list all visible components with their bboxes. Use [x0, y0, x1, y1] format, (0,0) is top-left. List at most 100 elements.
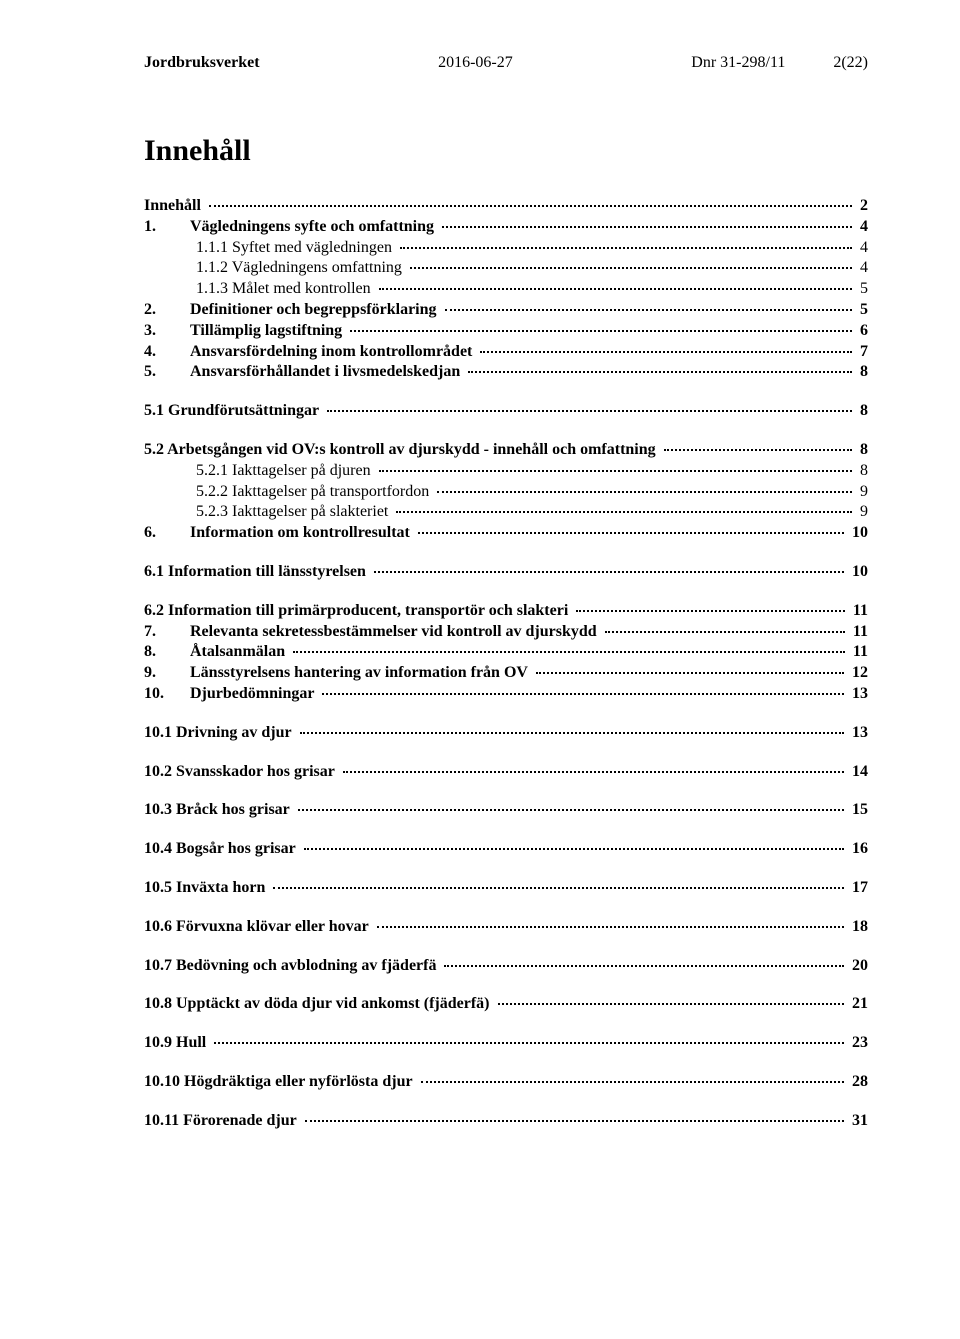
- toc-entry-label: 10.2 Svansskador hos grisar: [144, 764, 339, 781]
- toc-entry: Innehåll2: [144, 198, 868, 215]
- toc-leader: [442, 226, 852, 228]
- toc-entry-number: 10.: [144, 686, 190, 703]
- toc-entry-label: 6.2 Information till primärproducent, tr…: [144, 603, 572, 620]
- toc-entry-page: 8: [856, 364, 868, 381]
- toc-entry-page: 15: [848, 802, 868, 819]
- toc-entry-label: Åtalsanmälan: [190, 644, 289, 661]
- toc-entry-page: 8: [856, 463, 868, 480]
- toc-entry-page: 18: [848, 919, 868, 936]
- toc-entry: 10.11 Förorenade djur31: [144, 1113, 868, 1130]
- toc-leader: [410, 267, 852, 269]
- toc-entry-page: 4: [856, 260, 868, 277]
- toc-entry-number: 1.: [144, 219, 190, 236]
- toc-leader: [498, 1003, 844, 1005]
- toc-entry-number: 2.: [144, 302, 190, 319]
- toc-entry: 5.Ansvarsförhållandet i livsmedelskedjan…: [144, 364, 868, 381]
- toc-entry-page: 5: [856, 281, 868, 298]
- toc-entry-label: Information om kontrollresultat: [190, 525, 414, 542]
- toc-leader: [322, 693, 844, 695]
- toc-entry-label: 10.4 Bogsår hos grisar: [144, 841, 300, 858]
- toc-entry: 6.Information om kontrollresultat 10: [144, 525, 868, 542]
- toc-entry: 10.9 Hull23: [144, 1035, 868, 1052]
- toc-entry-label: 6.1 Information till länsstyrelsen: [144, 564, 370, 581]
- toc-leader: [444, 965, 844, 967]
- toc-entry-page: 4: [856, 240, 868, 257]
- toc-entry-label: 5.2.1 Iakttagelser på djuren: [196, 463, 375, 480]
- toc-leader: [480, 351, 852, 353]
- toc-entry-label: 10.3 Bråck hos grisar: [144, 802, 294, 819]
- toc-entry-label: Djurbedömningar: [190, 686, 318, 703]
- toc-entry-label: 10.8 Upptäckt av döda djur vid ankomst (…: [144, 996, 494, 1013]
- toc-entry: 10.6 Förvuxna klövar eller hovar 18: [144, 919, 868, 936]
- toc-entry-label: Innehåll: [144, 198, 205, 215]
- toc-entry-page: 28: [848, 1074, 868, 1091]
- toc-entry: 2.Definitioner och begreppsförklaring5: [144, 302, 868, 319]
- toc-leader: [445, 309, 852, 311]
- toc-entry-number: 4.: [144, 344, 190, 361]
- toc-entry-label: 10.5 Inväxta horn: [144, 880, 269, 897]
- toc-entry-page: 10: [848, 525, 868, 542]
- toc-entry-label: 10.1 Drivning av djur: [144, 725, 296, 742]
- toc-entry-label: 1.1.1 Syftet med vägledningen: [196, 240, 396, 257]
- toc-entry: 10.8 Upptäckt av döda djur vid ankomst (…: [144, 996, 868, 1013]
- toc-leader: [468, 371, 852, 373]
- toc-leader: [536, 672, 844, 674]
- toc-entry-label: 1.1.3 Målet med kontrollen: [196, 281, 375, 298]
- toc-leader: [605, 631, 845, 633]
- toc-entry: 10.7 Bedövning och avblodning av fjäderf…: [144, 958, 868, 975]
- toc-leader: [664, 449, 852, 451]
- toc-entry-number: 9.: [144, 665, 190, 682]
- toc-entry-label: 5.1 Grundförutsättningar: [144, 403, 323, 420]
- toc-leader: [379, 470, 852, 472]
- toc-entry: 5.2.2 Iakttagelser på transportfordon9: [144, 484, 868, 501]
- toc-entry-label: 5.2.3 Iakttagelser på slakteriet: [196, 504, 392, 521]
- toc-leader: [293, 651, 845, 653]
- toc-entry-page: 17: [848, 880, 868, 897]
- toc-leader: [576, 610, 845, 612]
- toc-entry: 5.1 Grundförutsättningar 8: [144, 403, 868, 420]
- toc-entry: 8.Åtalsanmälan11: [144, 644, 868, 661]
- toc-entry: 10.2 Svansskador hos grisar14: [144, 764, 868, 781]
- toc-entry-label: Länsstyrelsens hantering av information …: [190, 665, 532, 682]
- toc-entry-page: 11: [849, 624, 868, 641]
- toc-leader: [273, 887, 844, 889]
- toc-entry-page: 20: [848, 958, 868, 975]
- toc-leader: [209, 205, 852, 207]
- toc-entry-page: 8: [856, 442, 868, 459]
- toc-entry-label: 5.2 Arbetsgången vid OV:s kontroll av dj…: [144, 442, 660, 459]
- toc-entry-label: Ansvarsförhållandet i livsmedelskedjan: [190, 364, 464, 381]
- toc-entry-number: 6.: [144, 525, 190, 542]
- toc-entry: 10.1 Drivning av djur13: [144, 725, 868, 742]
- toc-entry-page: 11: [849, 603, 868, 620]
- toc-leader: [377, 926, 844, 928]
- toc-entry: 5.2.1 Iakttagelser på djuren 8: [144, 463, 868, 480]
- toc-entry: 5.2.3 Iakttagelser på slakteriet9: [144, 504, 868, 521]
- page-title: Innehåll: [144, 134, 868, 168]
- toc-entry-label: 10.6 Förvuxna klövar eller hovar: [144, 919, 373, 936]
- toc-entry-number: 7.: [144, 624, 190, 641]
- toc-entry: 10.Djurbedömningar13: [144, 686, 868, 703]
- toc-entry-page: 31: [848, 1113, 868, 1130]
- toc-entry-page: 6: [856, 323, 868, 340]
- toc-leader: [305, 1120, 844, 1122]
- toc-entry-page: 8: [856, 403, 868, 420]
- toc-entry: 1.1.1 Syftet med vägledningen 4: [144, 240, 868, 257]
- toc-leader: [418, 532, 844, 534]
- toc-entry-number: 5.: [144, 364, 190, 381]
- toc-entry: 10.3 Bråck hos grisar 15: [144, 802, 868, 819]
- toc-leader: [214, 1042, 844, 1044]
- toc-entry-page: 23: [848, 1035, 868, 1052]
- toc-entry: 10.4 Bogsår hos grisar 16: [144, 841, 868, 858]
- table-of-contents: Innehåll21.Vägledningens syfte och omfat…: [144, 198, 868, 1130]
- toc-leader: [300, 732, 844, 734]
- toc-entry-page: 21: [848, 996, 868, 1013]
- toc-entry-number: 3.: [144, 323, 190, 340]
- toc-entry: 4.Ansvarsfördelning inom kontrollområdet…: [144, 344, 868, 361]
- toc-entry-page: 4: [856, 219, 868, 236]
- toc-entry-page: 16: [848, 841, 868, 858]
- header-date: 2016-06-27: [260, 54, 692, 72]
- header-ref-page: Dnr 31-298/11 2(22): [691, 54, 868, 72]
- toc-entry: 3.Tillämplig lagstiftning6: [144, 323, 868, 340]
- toc-entry-label: Ansvarsfördelning inom kontrollområdet: [190, 344, 476, 361]
- toc-leader: [350, 330, 852, 332]
